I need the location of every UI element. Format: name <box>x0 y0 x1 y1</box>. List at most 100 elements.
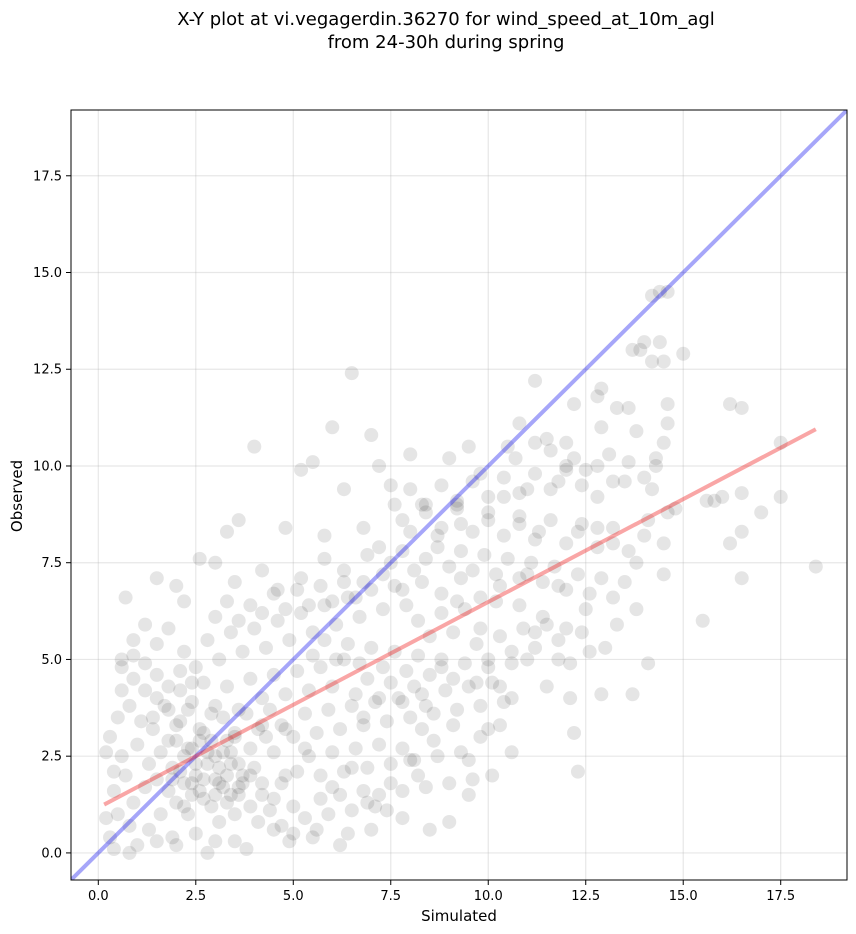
data-point <box>161 733 176 748</box>
x-tick-label: 17.5 <box>766 889 795 904</box>
y-tick-label: 5.0 <box>41 653 62 668</box>
data-point <box>258 640 273 655</box>
data-point <box>559 536 574 551</box>
data-point <box>352 656 367 671</box>
data-point <box>336 575 351 590</box>
data-point <box>231 613 246 628</box>
data-point <box>734 400 749 415</box>
data-point <box>266 667 281 682</box>
data-point <box>344 760 359 775</box>
data-point <box>567 451 582 466</box>
data-point <box>134 714 149 729</box>
data-point <box>138 656 153 671</box>
data-point <box>559 458 574 473</box>
data-point <box>551 578 566 593</box>
data-point <box>313 768 328 783</box>
data-point <box>461 787 476 802</box>
x-tick-label: 7.5 <box>380 889 401 904</box>
data-point <box>594 571 609 586</box>
data-point <box>414 722 429 737</box>
data-point <box>200 756 215 771</box>
data-point <box>660 284 675 299</box>
data-point <box>570 524 585 539</box>
data-point <box>606 590 621 605</box>
data-point <box>364 822 379 837</box>
data-point <box>122 845 137 860</box>
data-point <box>321 702 336 717</box>
data-point <box>473 729 488 744</box>
data-point <box>442 559 457 574</box>
data-point <box>313 660 328 675</box>
data-point <box>539 431 554 446</box>
data-point <box>520 567 535 582</box>
data-point <box>660 505 675 520</box>
data-point <box>305 648 320 663</box>
data-point <box>543 443 558 458</box>
data-point <box>481 489 496 504</box>
data-point <box>551 652 566 667</box>
data-point <box>808 559 823 574</box>
data-point <box>446 625 461 640</box>
data-point <box>219 594 234 609</box>
data-point <box>309 822 324 837</box>
data-point <box>219 679 234 694</box>
data-point <box>173 764 188 779</box>
data-point <box>223 745 238 760</box>
data-point <box>403 482 418 497</box>
data-point <box>430 528 445 543</box>
data-point <box>274 818 289 833</box>
data-point <box>450 501 465 516</box>
data-point <box>481 652 496 667</box>
data-point <box>169 718 184 733</box>
data-point <box>110 710 125 725</box>
data-point <box>149 834 164 849</box>
data-point <box>450 702 465 717</box>
data-point <box>695 613 710 628</box>
data-point <box>481 660 496 675</box>
data-point <box>637 528 652 543</box>
data-point <box>426 733 441 748</box>
data-point <box>247 439 262 454</box>
x-tick-label: 15.0 <box>669 889 698 904</box>
data-point <box>313 791 328 806</box>
data-point <box>457 602 472 617</box>
data-point <box>180 702 195 717</box>
data-point <box>372 691 387 706</box>
data-point <box>247 621 262 636</box>
data-point <box>574 517 589 532</box>
data-point <box>383 555 398 570</box>
data-point <box>590 540 605 555</box>
data-point <box>606 474 621 489</box>
data-point <box>403 447 418 462</box>
data-point <box>512 416 527 431</box>
data-point <box>442 451 457 466</box>
data-point <box>169 733 184 748</box>
data-point <box>559 435 574 450</box>
data-point <box>461 439 476 454</box>
data-point <box>473 590 488 605</box>
data-point <box>438 683 453 698</box>
data-point <box>656 567 671 582</box>
data-point <box>165 772 180 787</box>
data-point <box>102 830 117 845</box>
data-point <box>305 455 320 470</box>
data-point <box>255 606 270 621</box>
data-point <box>99 811 114 826</box>
data-point <box>258 729 273 744</box>
data-point <box>231 787 246 802</box>
data-point <box>165 830 180 845</box>
data-point <box>188 756 203 771</box>
data-point <box>489 594 504 609</box>
data-point <box>469 675 484 690</box>
data-point <box>192 784 207 799</box>
data-point <box>231 756 246 771</box>
data-point <box>387 578 402 593</box>
data-point <box>270 613 285 628</box>
data-point <box>173 664 188 679</box>
data-point <box>99 745 114 760</box>
data-point <box>204 733 219 748</box>
data-point <box>364 640 379 655</box>
data-point <box>196 791 211 806</box>
data-point <box>660 397 675 412</box>
data-point <box>223 756 238 771</box>
